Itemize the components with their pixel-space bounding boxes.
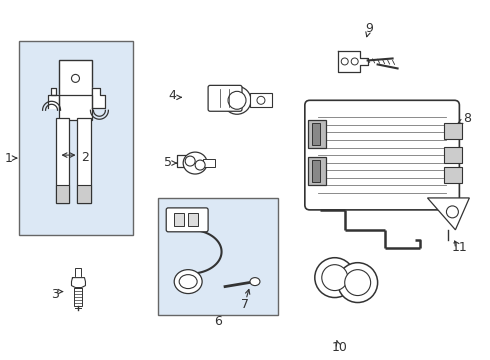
Bar [19, 41, 133, 235]
Ellipse shape [174, 270, 202, 293]
Bar [444, 147, 463, 163]
Bar [308, 120, 326, 148]
Bar [158, 198, 278, 315]
Circle shape [257, 96, 265, 104]
Circle shape [341, 58, 348, 65]
Bar [188, 213, 198, 226]
Ellipse shape [179, 275, 197, 289]
Ellipse shape [250, 278, 260, 285]
Bar [55, 118, 70, 203]
Bar [58, 95, 93, 120]
Polygon shape [338, 50, 368, 72]
Circle shape [195, 160, 205, 170]
Text: 6: 6 [214, 315, 222, 328]
Circle shape [315, 258, 355, 298]
Circle shape [446, 206, 458, 218]
Text: 5: 5 [164, 156, 172, 168]
FancyBboxPatch shape [305, 100, 460, 210]
Bar [203, 159, 215, 167]
Text: 7: 7 [241, 298, 249, 311]
Bar [312, 123, 320, 145]
Circle shape [185, 156, 195, 166]
Text: 2: 2 [81, 150, 89, 163]
Bar [75, 268, 81, 278]
Circle shape [322, 265, 348, 291]
Bar [77, 118, 92, 203]
Bar [58, 60, 93, 98]
Polygon shape [48, 88, 58, 108]
Bar [312, 160, 320, 182]
Bar [174, 213, 184, 226]
FancyBboxPatch shape [166, 208, 208, 232]
Ellipse shape [223, 86, 251, 114]
FancyBboxPatch shape [208, 85, 242, 111]
Circle shape [351, 58, 358, 65]
Bar [444, 167, 463, 183]
Circle shape [345, 270, 370, 296]
Polygon shape [93, 88, 105, 108]
Bar [250, 93, 272, 107]
Text: 1: 1 [5, 152, 13, 165]
Text: 8: 8 [464, 112, 471, 125]
Bar [74, 288, 82, 306]
Bar [444, 123, 463, 139]
Bar [55, 185, 70, 203]
Bar [77, 185, 92, 203]
Text: 4: 4 [168, 89, 176, 102]
Ellipse shape [183, 152, 207, 174]
Circle shape [72, 75, 79, 82]
Text: 10: 10 [332, 341, 348, 354]
Text: 9: 9 [366, 22, 373, 35]
Bar [308, 157, 326, 185]
Polygon shape [72, 278, 85, 288]
Circle shape [338, 263, 378, 302]
Polygon shape [427, 198, 469, 230]
Ellipse shape [228, 91, 246, 109]
Text: 3: 3 [50, 288, 58, 301]
Text: 11: 11 [451, 241, 467, 254]
